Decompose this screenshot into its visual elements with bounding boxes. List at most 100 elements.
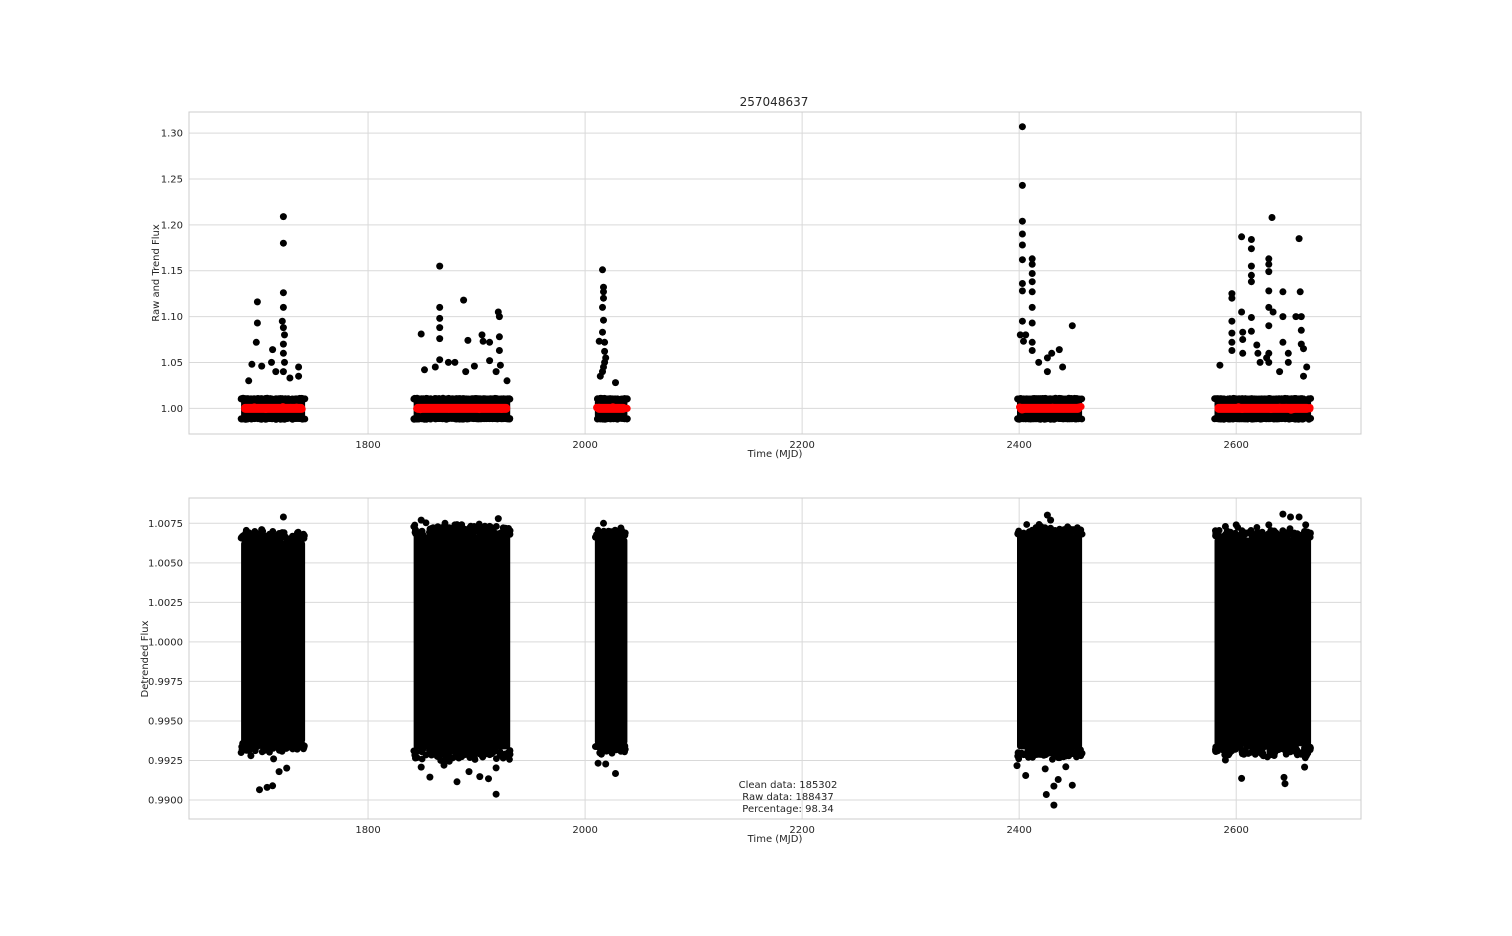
bottom-outlier-point [1221,523,1229,530]
top-outlier-point [460,296,468,304]
bottom-outlier-point [283,764,291,772]
top-outlier-point [1018,181,1026,189]
top-data-point [1049,395,1057,403]
bottom-data-point [600,527,608,535]
bottom-data-point [251,528,259,535]
bottom-y-tick-label: 0.9950 [148,716,183,727]
bottom-data-point [442,530,449,538]
top-outlier-point [1253,341,1261,349]
top-trend-point [1059,405,1067,413]
top-outlier-point [1228,317,1236,325]
top-outlier-point [486,357,494,365]
bottom-data-point [441,519,449,527]
bottom-data-point [493,523,500,530]
top-data-point [1026,395,1034,403]
top-data-point [262,395,270,402]
top-data-point [1278,415,1286,422]
top-trend-point [265,404,273,412]
top-data-point [1237,395,1245,403]
bottom-data-point [1286,525,1294,533]
top-outlier-point [279,303,287,311]
bottom-outlier-point [453,778,461,786]
bottom-data-point [1225,751,1232,759]
top-outlier-point [279,349,287,357]
bottom-outlier-point [451,521,459,529]
top-data-point [243,415,250,423]
bottom-outlier-point [417,763,425,771]
top-data-point [1225,415,1233,423]
top-outlier-point [1247,278,1255,286]
top-outlier-point [436,262,444,270]
top-outlier-point [1279,288,1287,296]
bottom-data-point [434,525,442,533]
bottom-data-band [241,540,306,744]
bottom-outlier-point [1062,763,1070,771]
bottom-data-band [594,537,628,745]
bottom-data-points [237,510,1314,809]
top-data-point [1255,395,1263,403]
top-data-point [1018,395,1026,403]
top-data-point [1295,415,1303,422]
top-outlier-point [1043,354,1051,362]
bottom-x-tick-label: 2000 [572,825,597,836]
bottom-data-point [243,532,251,539]
top-data-point [281,395,289,403]
bottom-y-tick-label: 1.0075 [148,519,183,530]
bottom-data-point [1279,743,1287,751]
top-outlier-point [600,288,607,296]
top-data-point [617,395,624,403]
top-outlier-point [1254,349,1262,357]
top-trend-point [1077,403,1085,411]
bottom-data-point [426,525,434,533]
top-x-tick-label: 2600 [1223,440,1248,451]
top-data-point [1073,395,1081,403]
bottom-data-point [426,747,434,755]
top-outlier-point [1028,319,1036,327]
bottom-data-point [1258,529,1265,537]
bottom-y-tick-label: 1.0000 [148,637,183,648]
top-data-point [292,395,300,403]
top-outlier-point [1228,338,1236,346]
top-outlier-point [252,338,260,346]
top-trend-point [1217,405,1226,413]
top-outlier-point [600,316,607,324]
clean-data-annotation: Clean data: 185302 [739,780,838,791]
top-outlier-point [599,328,606,336]
top-outlier-point [478,331,486,339]
bottom-x-tick-label: 1800 [355,825,380,836]
top-outlier-point [1028,288,1036,296]
top-outlier-point [1016,331,1024,339]
top-x-tick-label: 2200 [789,440,814,451]
top-y-tick-label: 1.25 [161,174,183,185]
top-outlier-point [1292,313,1300,321]
top-outlier-point [612,379,619,387]
top-trend-point [1238,405,1246,413]
bottom-outlier-point [1238,774,1246,782]
top-data-point [1042,415,1050,422]
top-data-point [604,415,612,423]
raw-data-annotation: Raw data: 188437 [742,792,833,803]
top-data-point [276,415,284,423]
bottom-outlier-point [1287,513,1294,521]
top-outlier-point [1022,331,1030,339]
top-outlier-point [1297,313,1305,321]
top-data-point [1018,415,1026,423]
top-outlier-point [279,324,287,332]
bottom-data-point [486,751,494,759]
top-tick-labels: 1800 2000 2200 2400 2600 1.00 1.05 1.10 1.15 1.20… [161,129,1249,451]
bottom-y-tick-label: 0.9925 [148,756,183,767]
top-outlier-point [486,338,494,346]
bottom-data-point [1043,748,1051,756]
top-trend-point [497,405,505,413]
bottom-data-point [1049,748,1057,756]
top-trend-point [287,403,295,412]
top-data-point [292,415,300,422]
top-outlier-point [503,377,511,385]
bottom-data-point [251,739,259,747]
bottom-outlier-point [1259,752,1267,760]
top-data-point [1287,415,1295,423]
top-data-point [477,395,485,403]
bottom-outlier-point [1037,523,1045,530]
top-outlier-point [462,368,470,376]
top-data-point [468,395,476,402]
